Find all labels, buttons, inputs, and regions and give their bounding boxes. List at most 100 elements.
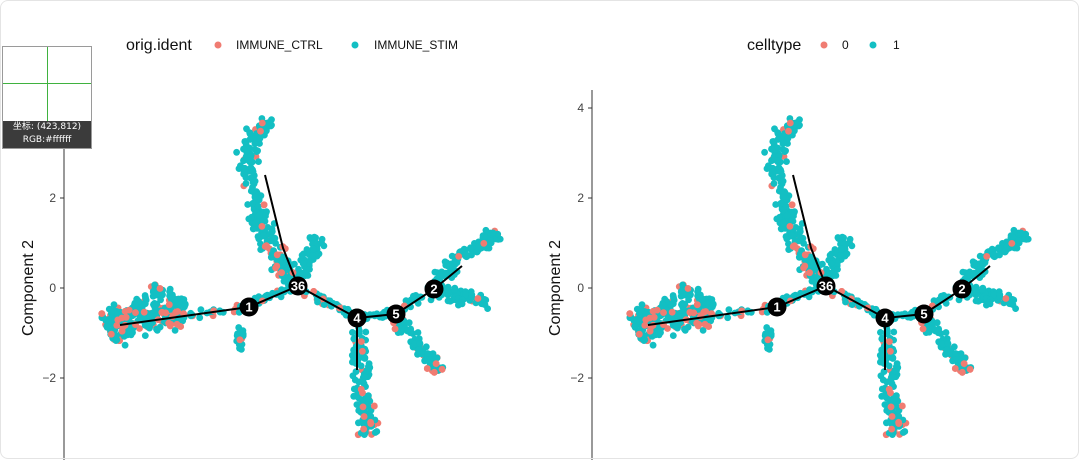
- cell-point: [1010, 226, 1018, 234]
- cell-point: [848, 301, 856, 308]
- cell-point: [235, 324, 243, 331]
- cell-point: [630, 316, 638, 324]
- cell-point: [838, 233, 846, 241]
- cell-point: [641, 332, 648, 339]
- cell-point: [458, 299, 465, 306]
- cell-point: [132, 309, 139, 316]
- cell-point: [167, 294, 175, 302]
- cell-point: [772, 201, 780, 208]
- cell-point: [255, 211, 263, 219]
- cell-point: [451, 261, 459, 268]
- cell-point: [245, 157, 253, 164]
- cell-point: [296, 271, 304, 278]
- cell-point: [266, 118, 274, 126]
- cell-point: [657, 329, 664, 336]
- cell-point: [270, 234, 278, 242]
- cell-point: [763, 324, 771, 331]
- cell-point: [252, 219, 259, 227]
- cell-point: [669, 332, 677, 339]
- coord-readout: 坐标: (423,812): [12, 122, 82, 132]
- cell-point: [773, 157, 781, 164]
- cell-point: [246, 130, 254, 138]
- cell-point: [777, 168, 785, 176]
- cell-point: [165, 301, 173, 309]
- cell-point: [249, 187, 257, 195]
- legend-swatch-0: [820, 41, 828, 49]
- cell-point: [838, 245, 845, 253]
- cell-point: [879, 376, 887, 384]
- cell-point: [761, 148, 768, 156]
- cell-point: [888, 425, 896, 433]
- cell-point: [455, 253, 463, 260]
- cell-point: [462, 291, 470, 299]
- y-tick-label: 4: [577, 101, 584, 115]
- cell-point: [834, 266, 841, 273]
- trajectory-node-label: 4: [881, 311, 889, 326]
- cell-point: [402, 297, 410, 305]
- cell-point: [794, 118, 802, 126]
- cell-point: [442, 269, 450, 277]
- cell-point: [344, 305, 352, 313]
- cell-point: [430, 368, 438, 376]
- cell-point: [1008, 240, 1016, 247]
- cell-point: [969, 258, 977, 266]
- cell-point: [433, 354, 441, 362]
- cell-point: [872, 305, 880, 313]
- cell-point: [788, 201, 796, 209]
- trajectory-node: [952, 279, 972, 299]
- cell-point: [153, 300, 161, 308]
- cell-point: [156, 323, 164, 331]
- cell-point: [350, 346, 357, 354]
- cell-point: [699, 327, 707, 334]
- cell-point: [309, 251, 317, 259]
- cell-point: [784, 134, 792, 142]
- cell-point: [310, 245, 317, 253]
- cell-point: [151, 287, 159, 294]
- cell-point: [350, 334, 358, 342]
- cell-point: [278, 269, 285, 277]
- cell-point: [764, 344, 771, 352]
- trajectory-node: [875, 308, 895, 328]
- cell-point: [414, 329, 422, 336]
- cell-point: [668, 308, 676, 316]
- cell-point: [351, 376, 359, 384]
- cell-point: [249, 225, 257, 233]
- cell-point: [681, 300, 689, 308]
- cell-point: [349, 329, 356, 336]
- y-tick-label: 2: [577, 191, 584, 205]
- cell-point: [646, 327, 654, 335]
- cell-point: [933, 319, 941, 327]
- cell-point: [416, 340, 424, 347]
- cell-point: [788, 232, 796, 239]
- cell-point: [801, 251, 809, 259]
- cell-point: [939, 340, 946, 348]
- cell-point: [786, 223, 794, 230]
- legend-left: orig.ident IMMUNE_CTRL IMMUNE_STIM: [126, 37, 458, 54]
- cell-point: [197, 306, 205, 314]
- cell-point: [764, 336, 772, 344]
- cell-point: [295, 265, 302, 273]
- cell-point: [888, 413, 896, 420]
- cell-point: [144, 322, 151, 330]
- legend-label-ctrl: IMMUNE_CTRL: [236, 38, 323, 52]
- cell-point: [365, 360, 373, 367]
- cell-point: [826, 251, 834, 259]
- cell-point: [887, 389, 894, 397]
- cell-point: [244, 201, 252, 208]
- cell-point: [246, 136, 254, 143]
- cell-point: [254, 147, 261, 155]
- y-axis-title-left: Component 2: [20, 240, 37, 336]
- cell-point: [438, 365, 446, 373]
- cell-point: [878, 346, 885, 354]
- cell-point: [432, 360, 440, 367]
- cell-point: [693, 301, 701, 309]
- cell-point: [796, 228, 804, 236]
- cell-point: [791, 242, 798, 250]
- cell-point: [806, 269, 813, 277]
- cell-point: [762, 330, 769, 338]
- cell-point: [441, 258, 449, 266]
- pixel-magnifier: 坐标: (423,812) RGB:#ffffff: [2, 46, 92, 149]
- cell-point: [877, 329, 884, 336]
- cell-point: [774, 136, 782, 143]
- cell-point: [249, 200, 257, 207]
